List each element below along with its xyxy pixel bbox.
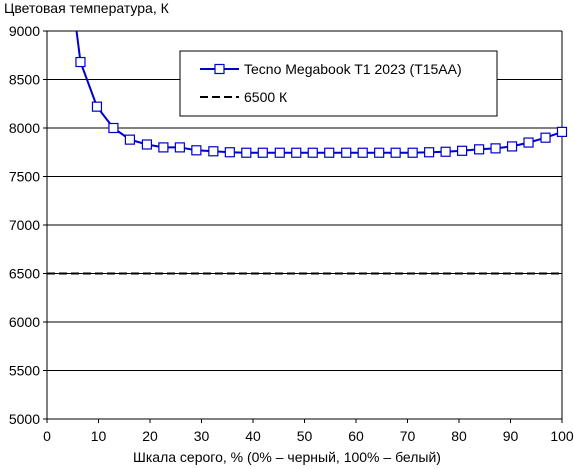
y-tick-label: 6500 (9, 266, 40, 282)
data-point (506, 141, 518, 152)
data-point (357, 147, 368, 158)
x-tick-label: 10 (91, 428, 107, 444)
data-point (407, 147, 418, 158)
data-point (424, 147, 435, 158)
data-point (440, 146, 451, 157)
legend-swatch-marker (214, 63, 225, 75)
y-tick-label: 7500 (9, 169, 40, 185)
y-axis-title: Цветовая температура, К (4, 0, 169, 16)
data-point (274, 147, 285, 158)
data-point (523, 137, 534, 148)
data-point (490, 143, 501, 154)
legend-label: Tecno Megabook T1 2023 (T15AA) (244, 61, 462, 77)
y-tick-label: 5000 (9, 411, 40, 427)
data-point (556, 126, 568, 137)
y-tick-label: 5500 (9, 363, 40, 379)
legend-box (179, 50, 498, 117)
data-point (307, 147, 318, 158)
data-point (257, 147, 268, 158)
x-tick-label: 70 (400, 428, 416, 444)
x-tick-label: 20 (142, 428, 158, 444)
x-axis-title: Шкала серого, % (0% – черный, 100% – бел… (133, 449, 441, 465)
data-point (324, 147, 335, 158)
data-point (141, 139, 153, 150)
data-point (241, 147, 252, 158)
y-tick-label: 8500 (9, 72, 40, 88)
y-tick-label: 9000 (9, 23, 40, 39)
data-point (191, 145, 202, 156)
data-point (374, 147, 385, 158)
x-tick-label: 100 (550, 428, 574, 444)
x-tick-label: 40 (245, 428, 261, 444)
data-point (174, 142, 185, 153)
x-tick-label: 90 (503, 428, 519, 444)
data-point (158, 142, 169, 153)
y-tick-label: 6000 (9, 314, 40, 330)
data-point (208, 146, 219, 157)
x-tick-label: 80 (451, 428, 467, 444)
x-tick-label: 50 (297, 428, 313, 444)
data-point (473, 144, 485, 155)
legend-label: 6500 К (244, 89, 288, 105)
x-tick-label: 30 (194, 428, 210, 444)
data-point (91, 101, 103, 112)
x-tick-label: 0 (43, 428, 51, 444)
data-point (456, 145, 468, 156)
data-point (540, 132, 551, 143)
data-point (341, 147, 352, 158)
y-tick-label: 7000 (9, 217, 40, 233)
data-point (75, 56, 86, 68)
x-tick-label: 60 (348, 428, 364, 444)
data-point (224, 147, 235, 158)
y-tick-label: 8000 (9, 120, 40, 136)
data-point (291, 147, 302, 158)
data-point (124, 134, 136, 145)
data-point (390, 147, 401, 158)
data-point (108, 122, 119, 134)
